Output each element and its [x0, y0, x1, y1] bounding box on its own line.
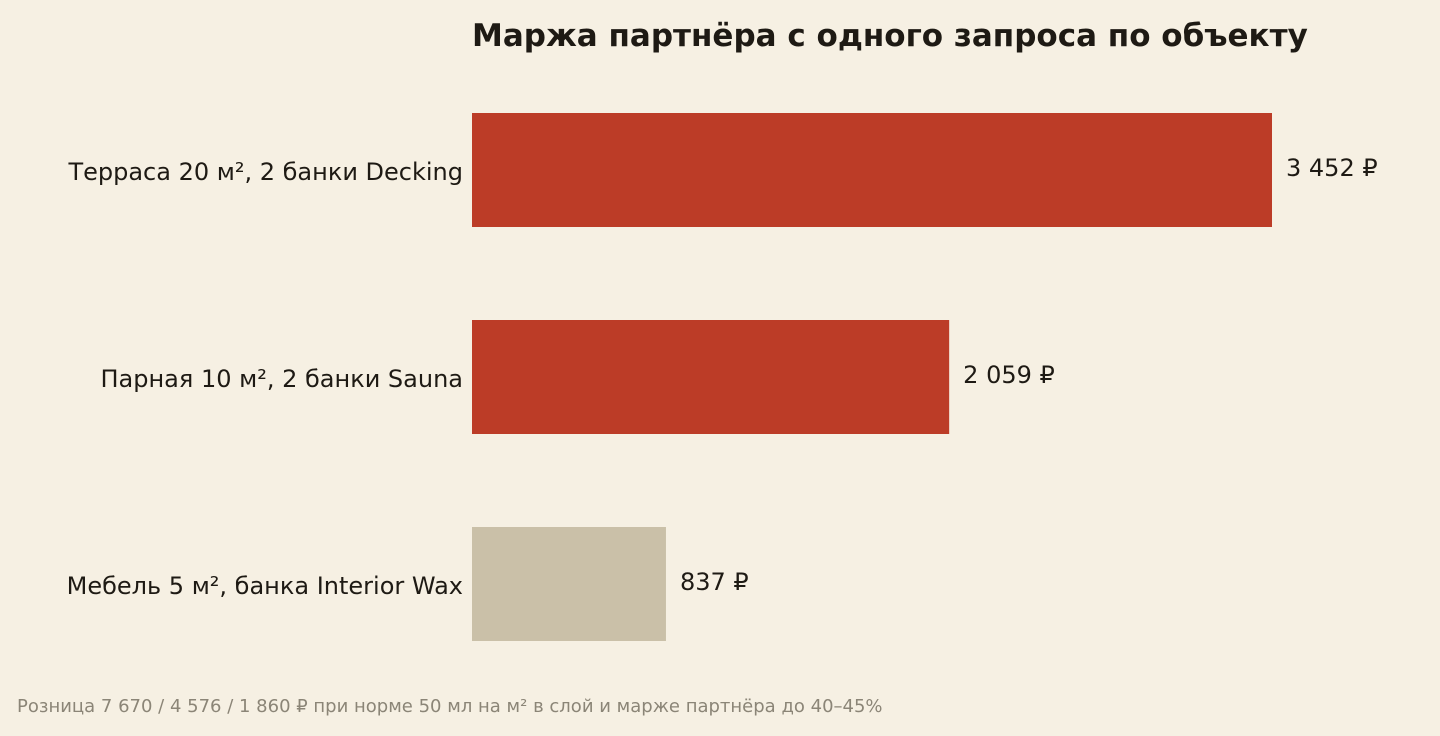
value-label-0: 3 452 ₽: [1286, 154, 1378, 182]
chart-title: Маржа партнёра с одного запроса по объек…: [472, 18, 1308, 54]
value-label-1: 2 059 ₽: [963, 361, 1055, 389]
bar-2: [472, 527, 666, 641]
category-label-2: Мебель 5 м², банка Interior Wax: [67, 572, 463, 600]
bar-0: [472, 113, 1272, 227]
bar-1: [472, 320, 950, 434]
value-label-2: 837 ₽: [680, 568, 749, 596]
category-label-0: Терраса 20 м², 2 банки Decking: [67, 158, 463, 186]
category-label-1: Парная 10 м², 2 банки Sauna: [101, 365, 464, 393]
category-labels: Терраса 20 м², 2 банки Decking Парная 10 …: [67, 158, 463, 600]
chart-footnote: Розница 7 670 / 4 576 / 1 860 ₽ при норм…: [17, 696, 883, 717]
value-labels: 3 452 ₽ 2 059 ₽ 837 ₽: [680, 154, 1378, 596]
bars-layer: [472, 113, 1272, 641]
